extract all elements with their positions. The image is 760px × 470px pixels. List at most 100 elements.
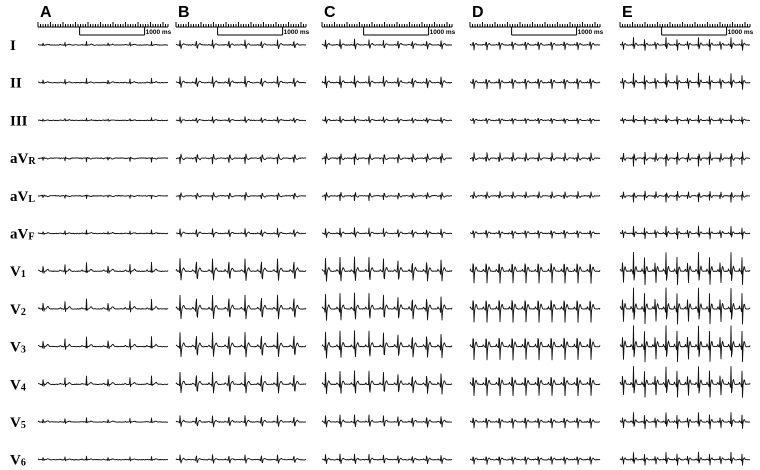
ecg-trace-E-II xyxy=(619,72,751,90)
ecg-trace-A-V2 xyxy=(37,298,169,313)
lead-label-main: V xyxy=(10,264,21,280)
scale-ruler: 1000 ms xyxy=(619,22,754,36)
ecg-trace-B-aVL xyxy=(175,192,307,201)
lead-label-III: III xyxy=(10,113,28,129)
ecg-trace-A-III xyxy=(38,117,169,122)
ecg-trace-C-V3 xyxy=(321,330,453,359)
ecg-trace-C-aVR xyxy=(321,153,453,165)
lead-label-V5: V5 xyxy=(10,415,26,431)
lead-label-main: I xyxy=(10,38,16,54)
ecg-trace-C-II xyxy=(321,75,453,89)
lead-label-I: I xyxy=(10,38,16,54)
ecg-trace-D-V5 xyxy=(469,417,601,429)
ecg-trace-D-III xyxy=(469,117,601,125)
scale-label: 1000 ms xyxy=(578,29,604,36)
ecg-trace-D-V1 xyxy=(469,263,601,284)
ecg-trace-C-V2 xyxy=(321,292,453,321)
ecg-trace-E-I xyxy=(619,37,751,51)
ecg-trace-E-V5 xyxy=(619,412,751,430)
ecg-trace-D-I xyxy=(469,41,601,51)
lead-label-main: V xyxy=(10,340,21,356)
scale-label: 1000 ms xyxy=(430,29,456,36)
ecg-trace-D-aVL xyxy=(469,191,601,199)
ecg-trace-C-III xyxy=(321,115,453,124)
lead-label-main: V xyxy=(10,415,21,431)
lead-label-main: aV xyxy=(10,189,29,205)
panel-letter-A: A xyxy=(40,4,52,21)
lead-label-V6: V6 xyxy=(10,453,26,469)
lead-label-main: V xyxy=(10,302,21,318)
ecg-trace-D-aVR xyxy=(469,152,601,163)
lead-label-main: aV xyxy=(10,227,29,243)
ecg-trace-D-II xyxy=(469,78,601,90)
ecg-trace-D-V2 xyxy=(469,300,601,323)
lead-label-sub: F xyxy=(28,232,34,243)
ecg-trace-A-I xyxy=(37,40,169,47)
lead-label-sub: R xyxy=(28,156,36,167)
ecg-trace-E-V2 xyxy=(619,287,751,325)
ecg-trace-A-V1 xyxy=(37,261,169,275)
lead-label-main: V xyxy=(10,453,21,469)
lead-label-V1: V1 xyxy=(10,264,26,280)
scale-ruler: 1000 ms xyxy=(175,22,310,36)
ecg-trace-D-V4 xyxy=(469,376,601,397)
ecg-trace-B-III xyxy=(175,116,307,124)
ecg-trace-B-V1 xyxy=(175,258,307,281)
lead-label-aVR: aVR xyxy=(10,151,36,167)
ecg-trace-C-I xyxy=(321,38,453,50)
lead-label-main: III xyxy=(10,113,28,129)
lead-label-sub: 6 xyxy=(21,458,26,469)
ecg-trace-E-aVF xyxy=(619,225,751,240)
ecg-trace-B-II xyxy=(175,75,307,88)
ecg-trace-C-V4 xyxy=(321,370,453,395)
ecg-trace-B-V3 xyxy=(175,332,307,358)
ecg-trace-A-V5 xyxy=(37,417,169,424)
ecg-trace-E-aVR xyxy=(619,151,751,168)
ecg-trace-C-aVF xyxy=(321,227,453,239)
scale-label: 1000 ms xyxy=(146,29,172,36)
lead-label-main: aV xyxy=(10,151,29,167)
lead-label-main: V xyxy=(10,377,21,393)
lead-label-main: II xyxy=(10,76,22,92)
ecg-trace-D-V6 xyxy=(469,456,601,465)
scale-ruler: 1000 ms xyxy=(37,22,172,36)
ecg-trace-A-V6 xyxy=(37,455,169,462)
scale-label: 1000 ms xyxy=(728,29,754,36)
ecg-trace-E-aVL xyxy=(619,190,751,203)
ecg-trace-C-V5 xyxy=(321,414,453,428)
lead-label-V2: V2 xyxy=(10,302,26,318)
ecg-trace-B-V5 xyxy=(175,415,306,428)
ecg-trace-A-aVL xyxy=(37,194,169,200)
ecg-trace-B-aVR xyxy=(175,153,307,165)
panel-letter-B: B xyxy=(178,4,190,21)
ecg-trace-E-III xyxy=(619,114,750,125)
ecg-trace-E-V4 xyxy=(619,365,751,398)
lead-label-sub: 3 xyxy=(21,345,26,356)
lead-label-V3: V3 xyxy=(10,340,26,356)
ecg-trace-A-V4 xyxy=(38,375,169,388)
lead-label-sub: 5 xyxy=(21,420,26,431)
ecg-trace-B-V6 xyxy=(175,454,307,464)
ecg-trace-A-aVF xyxy=(37,229,169,236)
lead-label-V4: V4 xyxy=(10,377,26,393)
scale-ruler: 1000 ms xyxy=(321,22,456,36)
ecg-trace-E-V1 xyxy=(619,251,751,286)
lead-label-sub: 4 xyxy=(21,382,26,393)
ecg-trace-B-I xyxy=(175,39,307,50)
lead-label-aVL: aVL xyxy=(10,189,35,205)
ecg-trace-A-II xyxy=(37,77,169,85)
ecg-trace-C-V6 xyxy=(321,453,453,465)
scale-ruler: 1000 ms xyxy=(469,22,604,36)
ecg-trace-D-aVF xyxy=(469,229,600,239)
lead-label-sub: 1 xyxy=(21,269,26,280)
ecg-trace-D-V3 xyxy=(469,337,601,361)
panel-letter-E: E xyxy=(622,4,633,21)
lead-label-sub: 2 xyxy=(21,307,26,318)
ecg-trace-B-aVF xyxy=(176,228,307,238)
scale-label: 1000 ms xyxy=(284,29,310,36)
ecg-trace-A-aVR xyxy=(37,156,169,163)
ecg-trace-B-V2 xyxy=(175,294,307,320)
lead-label-aVF: aVF xyxy=(10,227,34,243)
ecg-trace-A-V3 xyxy=(37,336,169,350)
